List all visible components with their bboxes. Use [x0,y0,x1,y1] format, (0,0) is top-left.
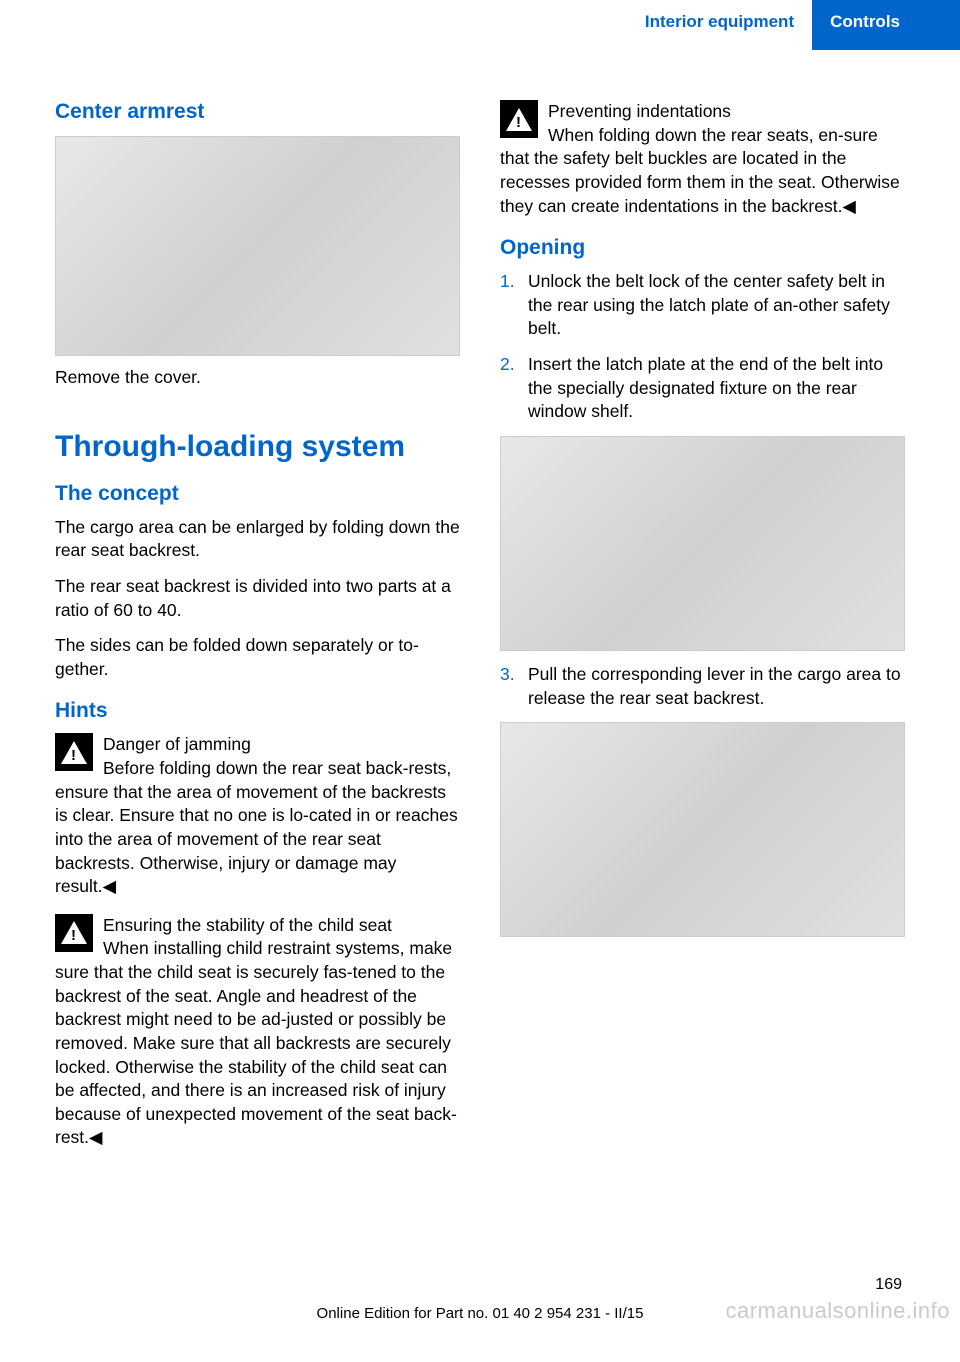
step-1: 1. Unlock the belt lock of the center sa… [500,270,905,341]
opening-steps: 1. Unlock the belt lock of the center sa… [500,270,905,424]
paragraph-concept-3: The sides can be folded down separately … [55,634,460,681]
heading-center-armrest: Center armrest [55,100,460,124]
header-chapter: Controls [812,0,960,50]
paragraph-concept-2: The rear seat backrest is divided into t… [55,575,460,622]
caption-remove-cover: Remove the cover. [55,366,460,390]
heading-through-loading: Through-loading system [55,430,460,464]
warning-text-block: Ensuring the stability of the child seat… [55,914,460,1150]
step-3-text: Pull the corresponding lever in the carg… [528,664,901,708]
page-number: 169 [875,1276,902,1294]
warning-jamming-title: Danger of jamming [55,733,460,757]
warning-jamming: Danger of jamming Before folding down th… [55,733,460,898]
step-2-number: 2. [500,353,515,377]
warning-child-seat: Ensuring the stability of the child seat… [55,914,460,1150]
warning-icon [500,100,538,138]
step-2: 2. Insert the latch plate at the end of … [500,353,905,424]
warning-jamming-body: Before folding down the rear seat back‐r… [55,758,458,896]
warning-child-seat-title: Ensuring the stability of the child seat [55,914,460,938]
heading-concept: The concept [55,482,460,506]
warning-indentations-title: Preventing indentations [500,100,905,124]
warning-icon [55,914,93,952]
watermark: carmanualsonline.info [725,1298,950,1324]
heading-opening: Opening [500,236,905,260]
step-2-text: Insert the latch plate at the end of the… [528,354,883,421]
content-area: Center armrest Remove the cover. Through… [0,50,960,1165]
step-3: 3. Pull the corresponding lever in the c… [500,663,905,710]
warning-text-block: Danger of jamming Before folding down th… [55,733,460,898]
opening-steps-cont: 3. Pull the corresponding lever in the c… [500,663,905,710]
step-1-number: 1. [500,270,515,294]
image-latch-plate [500,436,905,651]
warning-text-block: Preventing indentations When folding dow… [500,100,905,218]
image-cargo-lever [500,722,905,937]
warning-child-seat-body: When installing child restraint systems,… [55,938,457,1147]
right-column: Preventing indentations When folding dow… [500,100,905,1165]
paragraph-concept-1: The cargo area can be enlarged by foldin… [55,516,460,563]
heading-hints: Hints [55,699,460,723]
header-section: Interior equipment [645,0,812,50]
image-center-armrest [55,136,460,356]
step-3-number: 3. [500,663,515,687]
warning-indentations-body: When folding down the rear seats, en‐sur… [500,125,900,216]
page-header: Interior equipment Controls [0,0,960,50]
warning-indentations: Preventing indentations When folding dow… [500,100,905,218]
left-column: Center armrest Remove the cover. Through… [55,100,460,1165]
step-1-text: Unlock the belt lock of the center safet… [528,271,890,338]
warning-icon [55,733,93,771]
